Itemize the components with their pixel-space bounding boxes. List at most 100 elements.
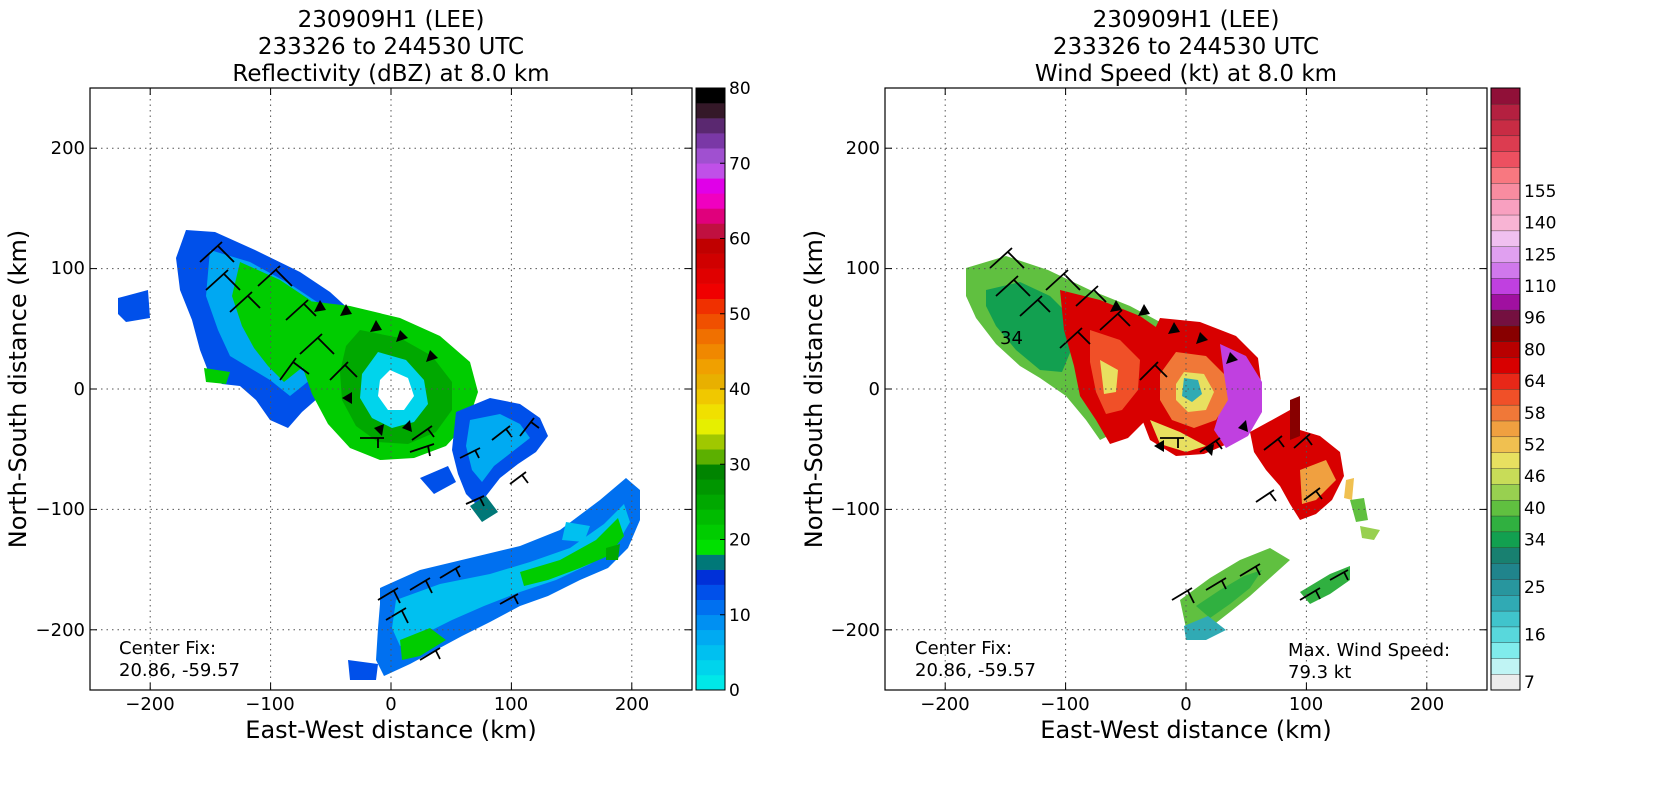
colorbar-segment (1491, 167, 1520, 183)
colorbar-segment (696, 254, 725, 269)
windspeed-max-value: 79.3 kt (1288, 662, 1351, 683)
colorbar-segment (1491, 627, 1520, 643)
colorbar-tick-label: 80 (729, 79, 751, 99)
windspeed-panel: 230909H1 (LEE) 233326 to 244530 UTC Wind… (800, 7, 1556, 744)
colorbar-segment (1491, 373, 1520, 389)
colorbar-segment (1491, 231, 1520, 247)
colorbar-segment (696, 223, 725, 238)
colorbar-segment (1491, 183, 1520, 199)
colorbar-segment (1491, 199, 1520, 215)
colorbar-segment (1491, 88, 1520, 104)
colorbar-segment (1491, 136, 1520, 152)
colorbar-tick-label: 125 (1524, 245, 1556, 265)
colorbar-segment (696, 163, 725, 178)
colorbar-tick-label: 70 (729, 154, 751, 174)
colorbar-segment (696, 615, 725, 630)
colorbar-segment (1491, 500, 1520, 516)
colorbar-segment (696, 479, 725, 494)
reflectivity-center-fix-label: Center Fix: (119, 638, 216, 659)
windspeed-xlabel: East-West distance (km) (1040, 716, 1331, 744)
colorbar-segment (1491, 262, 1520, 278)
colorbar-segment (1491, 468, 1520, 484)
windspeed-ytick-label: 0 (869, 379, 880, 400)
colorbar-tick-label: 96 (1524, 309, 1546, 329)
colorbar-segment (696, 404, 725, 419)
reflectivity-panel: 230909H1 (LEE) 233326 to 244530 UTC Refl… (4, 7, 751, 744)
colorbar-segment (696, 314, 725, 329)
windspeed-xtick-labels: −200 −100 0 100 200 (920, 694, 1444, 715)
colorbar-segment (1491, 532, 1520, 548)
reflectivity-field (118, 230, 640, 680)
colorbar-segment (696, 389, 725, 404)
colorbar-tick-label: 52 (1524, 435, 1546, 455)
windspeed-title-line-1: 230909H1 (LEE) (1093, 7, 1280, 33)
windspeed-center-fix-value: 20.86, -59.57 (915, 660, 1036, 681)
colorbar-segment (696, 555, 725, 570)
colorbar-tick-label: 40 (1524, 499, 1546, 519)
colorbar-segment (1491, 611, 1520, 627)
colorbar-segment (1491, 642, 1520, 658)
colorbar-segment (1491, 421, 1520, 437)
colorbar-tick-label: 110 (1524, 277, 1556, 297)
colorbar-segment (696, 103, 725, 118)
colorbar-segment (696, 148, 725, 163)
colorbar-segment (1491, 151, 1520, 167)
reflectivity-ytick-label: −100 (36, 499, 85, 520)
colorbar-segment (1491, 104, 1520, 120)
figure: 230909H1 (LEE) 233326 to 244530 UTC Refl… (0, 0, 1655, 787)
colorbar-tick-label: 10 (729, 606, 751, 626)
colorbar-segment (1491, 389, 1520, 405)
reflectivity-ytick-label: −200 (36, 620, 85, 641)
windspeed-ytick-label: 100 (846, 258, 880, 279)
colorbar-tick-label: 16 (1524, 626, 1546, 646)
reflectivity-xtick-label: 100 (494, 694, 528, 715)
colorbar-segment (1491, 215, 1520, 231)
reflectivity-title-line-2: 233326 to 244530 UTC (258, 34, 524, 60)
windspeed-xtick-label: −200 (920, 694, 969, 715)
colorbar-segment (1491, 246, 1520, 262)
colorbar-segment (696, 524, 725, 539)
colorbar-segment (1491, 658, 1520, 674)
colorbar-segment (696, 359, 725, 374)
colorbar-segment (696, 600, 725, 615)
windspeed-field (966, 256, 1380, 640)
colorbar-segment (1491, 452, 1520, 468)
colorbar-segment (696, 284, 725, 299)
reflectivity-center-fix-value: 20.86, -59.57 (119, 660, 240, 681)
colorbar-segment (1491, 547, 1520, 563)
colorbar-segment (696, 660, 725, 675)
windspeed-xtick-label: 0 (1180, 694, 1191, 715)
colorbar-segment (696, 269, 725, 284)
reflectivity-ytick-label: 0 (74, 379, 85, 400)
windspeed-ylabel: North-South distance (km) (800, 230, 828, 549)
windspeed-ytick-label: −200 (831, 620, 880, 641)
colorbar-tick-label: 60 (729, 230, 751, 250)
colorbar-segment (696, 88, 725, 103)
colorbar-segment (1491, 437, 1520, 453)
windspeed-colorbar: 7 16 25 34 40 46 52 58 64 80 96 110 125 140 155 (1491, 88, 1556, 693)
colorbar-segment (1491, 294, 1520, 310)
colorbar-segment (696, 419, 725, 434)
colorbar-segment (1491, 310, 1520, 326)
reflectivity-xtick-labels: −200 −100 0 100 200 (125, 694, 649, 715)
colorbar-tick-label: 140 (1524, 214, 1556, 234)
colorbar-segment (696, 344, 725, 359)
colorbar-segment (1491, 579, 1520, 595)
windspeed-xtick-label: −100 (1040, 694, 1089, 715)
colorbar-tick-label: 155 (1524, 182, 1556, 202)
colorbar-segment (696, 193, 725, 208)
reflectivity-title-line-3: Reflectivity (dBZ) at 8.0 km (232, 61, 549, 87)
colorbar-segment (1491, 484, 1520, 500)
colorbar-segment (1491, 120, 1520, 136)
reflectivity-colorbar: 01020304050607080 (696, 79, 751, 701)
colorbar-segment (696, 239, 725, 254)
reflectivity-xtick-label: −100 (245, 694, 294, 715)
colorbar-tick-label: 50 (729, 305, 751, 325)
reflectivity-ytick-labels: 200 100 0 −100 −200 (36, 138, 85, 641)
colorbar-tick-label: 25 (1524, 578, 1546, 598)
colorbar-segment (696, 464, 725, 479)
reflectivity-ytick-label: 100 (51, 258, 85, 279)
colorbar-segment (1491, 595, 1520, 611)
windspeed-title-line-3: Wind Speed (kt) at 8.0 km (1035, 61, 1337, 87)
colorbar-tick-label: 64 (1524, 372, 1546, 392)
